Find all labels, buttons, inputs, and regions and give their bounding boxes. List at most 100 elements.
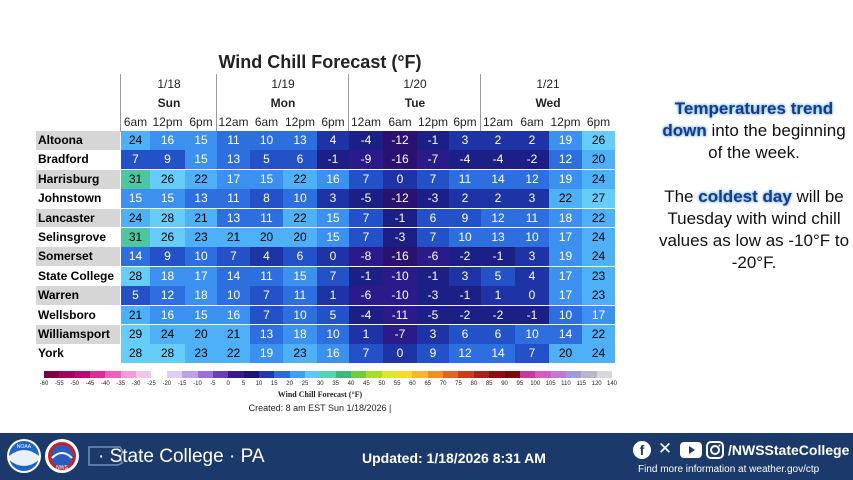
chart-title: Wind Chill Forecast (°F)	[218, 52, 422, 72]
heatmap-cell: -10	[383, 286, 417, 305]
heatmap-cell: 5	[481, 266, 515, 286]
x-twitter-icon[interactable]: ✕	[657, 439, 673, 459]
heatmap-cell: 10	[185, 247, 217, 267]
day-divider	[216, 74, 217, 132]
legend-swatch	[59, 371, 76, 378]
time-label: 6pm	[453, 115, 477, 129]
heatmap-cell: 28	[121, 344, 150, 364]
social-handle[interactable]: /NWSStateCollege	[728, 442, 850, 458]
svg-text:NOAA: NOAA	[17, 444, 32, 450]
heatmap-cell: 19	[549, 169, 582, 189]
legend-swatch	[412, 371, 429, 378]
heatmap-cell: -2	[449, 247, 481, 267]
legend-swatch	[335, 371, 352, 378]
city-label: Altoona	[36, 131, 120, 150]
heatmap-cell: 15	[121, 189, 150, 208]
legend-swatch	[44, 371, 60, 378]
heatmap-cell: 18	[283, 325, 317, 344]
heatmap-cell: -1	[383, 208, 417, 228]
legend-tick-label: 90	[501, 381, 508, 387]
heatmap-cell: -8	[349, 247, 383, 267]
heatmap-cell: 12	[549, 150, 582, 170]
legend-swatch	[166, 371, 183, 378]
time-label: 6am	[123, 115, 148, 129]
heatmap-cell: 23	[185, 344, 217, 364]
legend-swatch	[535, 371, 552, 378]
time-label: 6am	[388, 115, 412, 129]
heatmap-cell: 9	[150, 247, 185, 267]
instagram-icon[interactable]	[706, 441, 724, 459]
legend-tick-label: -30	[131, 381, 141, 387]
legend-swatch	[473, 371, 490, 378]
heatmap-cell: 7	[515, 344, 549, 364]
legend-swatch	[519, 371, 536, 378]
time-label: 6pm	[189, 115, 213, 129]
heatmap-cell: -5	[349, 189, 383, 208]
legend-swatch	[258, 371, 275, 378]
heatmap-cell: 19	[250, 344, 283, 364]
heatmap-cell: 2	[515, 131, 549, 150]
heatmap-cell: 14	[481, 169, 515, 189]
legend-swatch	[381, 371, 398, 378]
heatmap-cell: 19	[549, 131, 582, 150]
time-label: 12pm	[284, 115, 316, 129]
info-link[interactable]: Find more information at weather.gov/ctp	[638, 464, 820, 475]
heatmap-cell: 5	[250, 150, 283, 170]
heatmap-cell: 3	[515, 189, 549, 208]
heatmap-cell: 13	[250, 325, 283, 344]
heatmap-cell: 10	[283, 305, 317, 325]
heatmap-cell: 16	[217, 305, 250, 325]
heatmap-cell: 23	[283, 344, 317, 364]
legend-tick-label: 65	[424, 381, 432, 387]
summary-p2-rest: will be Tuesday with wind chill values a…	[658, 187, 850, 272]
heatmap-cell: 31	[121, 169, 150, 189]
heatmap-cell: 7	[250, 305, 283, 325]
heatmap-cell: 24	[582, 169, 615, 189]
heatmap-cell: 14	[217, 266, 250, 286]
heatmap-cell: 15	[317, 228, 349, 247]
legend-tick-label: 80	[470, 381, 478, 387]
legend-tick-label: 140	[606, 381, 617, 387]
day-date: 1/19	[271, 77, 295, 91]
youtube-icon[interactable]	[680, 442, 702, 458]
heatmap-cell: 17	[549, 266, 582, 286]
legend-swatch	[182, 371, 198, 378]
heatmap-cell: 26	[582, 131, 615, 150]
heatmap-cell: -7	[417, 150, 449, 170]
heatmap-cell: 16	[317, 169, 349, 189]
legend-tick-label: 120	[591, 381, 602, 387]
heatmap-cell: -11	[383, 305, 417, 325]
legend-tick-label: 5	[241, 381, 246, 387]
heatmap-cell: -6	[417, 247, 449, 267]
legend-tick-label: 10	[255, 381, 263, 387]
heatmap-cell: 3	[317, 189, 349, 208]
heatmap-cell: 11	[515, 208, 549, 228]
heatmap-cell: 13	[217, 208, 250, 228]
heatmap-cell: 17	[582, 305, 615, 325]
heatmap-cell: 23	[185, 228, 217, 247]
legend-tick-label: 30	[316, 381, 324, 387]
legend-title: Wind Chill Forecast (°F)	[277, 390, 363, 399]
heatmap-cell: -1	[417, 131, 449, 150]
heatmap-cell: -4	[349, 305, 383, 325]
heatmap-cell: 4	[250, 247, 283, 267]
heatmap-cell: 2	[481, 189, 515, 208]
facebook-icon[interactable]: f	[633, 441, 651, 459]
legend-swatch	[504, 371, 521, 378]
heatmap-cell: 3	[417, 325, 449, 344]
heatmap-cell: 1	[481, 286, 515, 305]
city-label: Johnstown	[36, 189, 120, 208]
city-label: Lancaster	[36, 208, 120, 228]
heatmap-cell: -10	[383, 266, 417, 286]
heatmap-cell: 20	[250, 228, 283, 247]
legend-swatch	[550, 371, 567, 378]
heatmap-cell: 6	[449, 325, 481, 344]
day-name: Sun	[157, 96, 181, 110]
day-date: 1/21	[536, 77, 560, 91]
heatmap-cell: 5	[121, 286, 150, 305]
heatmap-cell: 20	[283, 228, 317, 247]
legend-tick-label: -25	[147, 381, 156, 387]
legend-tick-label: -55	[55, 381, 64, 387]
heatmap-cell: 10	[549, 305, 582, 325]
legend-tick-label: -15	[177, 381, 187, 387]
